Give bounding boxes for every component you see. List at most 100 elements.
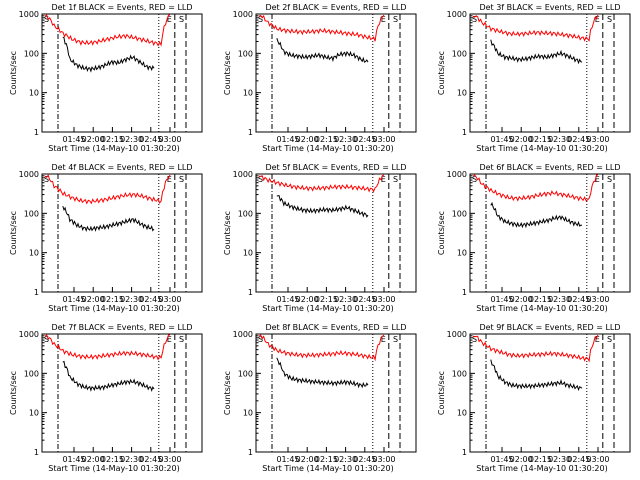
y-tick-label: 10 bbox=[457, 409, 467, 418]
marker-e: E bbox=[595, 335, 600, 344]
x-tick-label: 02:15 bbox=[101, 455, 124, 464]
x-tick-label: 03:00 bbox=[586, 295, 609, 304]
x-tick-label: 02:30 bbox=[120, 455, 143, 464]
lld-series-line bbox=[259, 174, 385, 193]
y-tick-label: 1 bbox=[248, 288, 253, 297]
marker-s-left: S bbox=[472, 175, 477, 184]
y-tick-label: 100 bbox=[452, 49, 467, 58]
y-axis-label: Counts/sec bbox=[9, 371, 18, 415]
marker-s-left: S bbox=[258, 335, 263, 344]
x-tick-label: 01:45 bbox=[276, 295, 299, 304]
x-tick-label: 03:00 bbox=[586, 135, 609, 144]
y-tick-label: 10 bbox=[457, 249, 467, 258]
chart-title: Det 1f BLACK = Events, RED = LLD bbox=[51, 3, 192, 12]
x-tick-label: 03:00 bbox=[158, 295, 181, 304]
y-tick-label: 10 bbox=[457, 89, 467, 98]
x-tick-label: 01:45 bbox=[490, 135, 513, 144]
y-tick-label: 10 bbox=[29, 409, 39, 418]
lld-series-line bbox=[259, 14, 385, 42]
events-series-line bbox=[276, 357, 369, 389]
marker-s-right: S bbox=[607, 15, 612, 24]
x-tick-label: 03:00 bbox=[158, 455, 181, 464]
x-tick-label: 03:00 bbox=[586, 455, 609, 464]
chart-title: Det 4f BLACK = Events, RED = LLD bbox=[51, 163, 192, 172]
x-tick-label: 03:00 bbox=[158, 135, 181, 144]
x-tick-label: 03:00 bbox=[372, 135, 395, 144]
lld-series-line bbox=[472, 14, 599, 42]
plot-frame bbox=[41, 173, 203, 293]
x-axis-label: Start Time (14-May-10 01:30:20) bbox=[48, 464, 179, 473]
y-tick-label: 10 bbox=[243, 249, 253, 258]
x-tick-label: 02:30 bbox=[120, 135, 143, 144]
x-tick-label: 01:45 bbox=[62, 295, 85, 304]
y-tick-label: 100 bbox=[452, 209, 467, 218]
x-tick-label: 02:30 bbox=[548, 455, 571, 464]
x-tick-label: 02:00 bbox=[296, 295, 319, 304]
x-tick-label: 01:45 bbox=[276, 135, 299, 144]
x-tick-label: 01:45 bbox=[62, 455, 85, 464]
marker-s-left: S bbox=[472, 15, 477, 24]
x-tick-label: 02:45 bbox=[353, 135, 376, 144]
y-tick-label: 1 bbox=[34, 288, 39, 297]
marker-s-left: S bbox=[258, 15, 263, 24]
x-tick-label: 02:45 bbox=[567, 455, 590, 464]
lld-series-line bbox=[44, 334, 170, 361]
x-tick-label: 02:30 bbox=[548, 135, 571, 144]
chart-panel-5: Det 5f BLACK = Events, RED = LLD 1 10 100 10… bbox=[223, 163, 417, 313]
y-tick-label: 1 bbox=[462, 128, 467, 137]
y-tick-label: 1000 bbox=[447, 170, 467, 179]
events-series-line bbox=[276, 38, 369, 63]
x-tick-label: 02:00 bbox=[82, 135, 105, 144]
y-tick-label: 1 bbox=[462, 448, 467, 457]
chart-panel-1: Det 1f BLACK = Events, RED = LLD 1 10 100 10… bbox=[9, 3, 203, 153]
y-tick-label: 1 bbox=[34, 448, 39, 457]
x-tick-label: 01:45 bbox=[276, 455, 299, 464]
x-tick-label: 02:30 bbox=[334, 135, 357, 144]
events-series-line bbox=[62, 360, 155, 392]
y-tick-label: 100 bbox=[238, 49, 253, 58]
marker-e: E bbox=[167, 175, 172, 184]
x-tick-label: 02:00 bbox=[510, 455, 533, 464]
x-axis-label: Start Time (14-May-10 01:30:20) bbox=[262, 464, 393, 473]
chart-panel-6: Det 6f BLACK = Events, RED = LLD 1 10 100 10… bbox=[437, 163, 631, 313]
chart-title: Det 8f BLACK = Events, RED = LLD bbox=[265, 323, 406, 332]
chart-title: Det 7f BLACK = Events, RED = LLD bbox=[51, 323, 192, 332]
marker-e: E bbox=[595, 175, 600, 184]
marker-s-left: S bbox=[44, 175, 49, 184]
y-tick-label: 1000 bbox=[233, 330, 253, 339]
x-axis-label: Start Time (14-May-10 01:30:20) bbox=[476, 464, 607, 473]
y-tick-label: 1000 bbox=[19, 170, 39, 179]
x-axis-label: Start Time (14-May-10 01:30:20) bbox=[48, 304, 179, 313]
chart-panel-9: Det 9f BLACK = Events, RED = LLD 1 10 100 10… bbox=[437, 323, 631, 473]
x-axis-label: Start Time (14-May-10 01:30:20) bbox=[476, 304, 607, 313]
y-tick-label: 100 bbox=[24, 49, 39, 58]
marker-s-right: S bbox=[393, 335, 398, 344]
y-axis-label: Counts/sec bbox=[9, 51, 18, 95]
x-tick-label: 02:00 bbox=[510, 135, 533, 144]
y-tick-label: 100 bbox=[24, 369, 39, 378]
x-tick-label: 02:30 bbox=[334, 295, 357, 304]
plot-frame bbox=[41, 333, 203, 453]
chart-title: Det 5f BLACK = Events, RED = LLD bbox=[265, 163, 406, 172]
events-series-line bbox=[490, 359, 583, 392]
marker-s-right: S bbox=[607, 175, 612, 184]
chart-title: Det 6f BLACK = Events, RED = LLD bbox=[479, 163, 620, 172]
x-tick-label: 02:15 bbox=[315, 295, 338, 304]
y-tick-label: 1000 bbox=[447, 330, 467, 339]
x-tick-label: 02:45 bbox=[353, 455, 376, 464]
x-tick-label: 02:15 bbox=[315, 455, 338, 464]
marker-e: E bbox=[381, 175, 386, 184]
y-tick-label: 1000 bbox=[447, 10, 467, 19]
marker-s-left: S bbox=[44, 335, 49, 344]
y-tick-label: 1000 bbox=[233, 170, 253, 179]
y-tick-label: 1 bbox=[248, 128, 253, 137]
chart-panel-3: Det 3f BLACK = Events, RED = LLD 1 10 100 10… bbox=[437, 3, 631, 153]
x-tick-label: 02:00 bbox=[510, 295, 533, 304]
y-tick-label: 10 bbox=[29, 249, 39, 258]
x-tick-label: 02:00 bbox=[296, 455, 319, 464]
x-axis-label: Start Time (14-May-10 01:30:20) bbox=[262, 144, 393, 153]
x-tick-label: 02:00 bbox=[296, 135, 319, 144]
x-tick-label: 03:00 bbox=[372, 455, 395, 464]
marker-s-left: S bbox=[472, 335, 477, 344]
x-tick-label: 02:15 bbox=[529, 455, 552, 464]
